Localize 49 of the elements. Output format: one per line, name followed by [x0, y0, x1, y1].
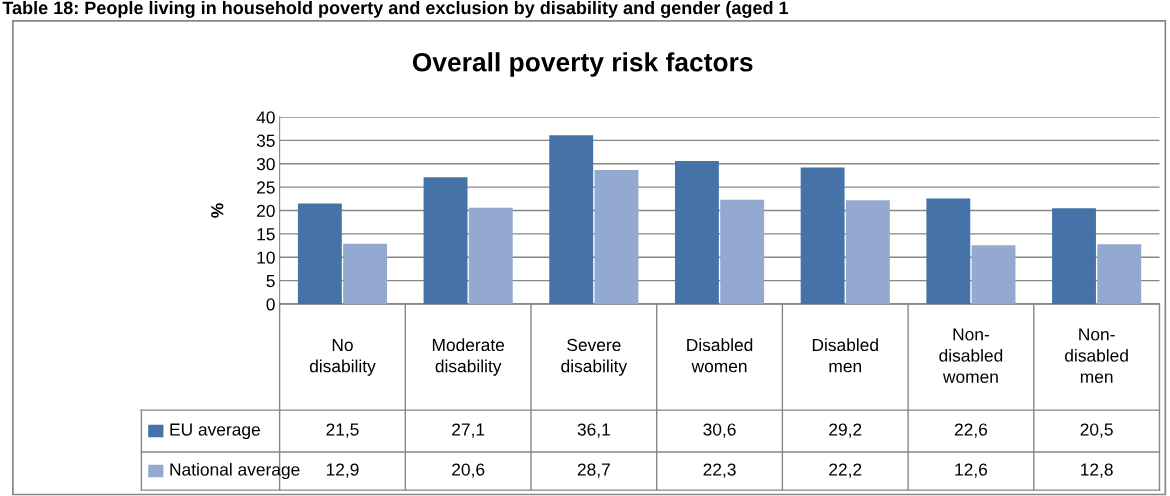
legend-label: National average	[170, 462, 300, 480]
y-tick-label: 30	[256, 157, 275, 171]
data-label: 20,5	[1080, 423, 1113, 438]
data-label: 28,7	[577, 463, 610, 478]
bar	[1052, 208, 1096, 305]
data-label: 12,9	[326, 463, 359, 478]
data-label: 22,2	[829, 463, 862, 478]
data-label: 12,6	[955, 463, 988, 478]
bar	[594, 169, 639, 305]
bar	[845, 200, 890, 305]
data-label: 22,3	[703, 463, 736, 478]
y-tick-label: 0	[266, 298, 275, 311]
legend-label: EU average	[170, 423, 260, 440]
y-tick-label: 5	[266, 275, 275, 288]
x-tick-label: Moderate disability	[432, 338, 505, 376]
bar	[674, 161, 719, 305]
x-tick-label: No disability	[309, 339, 376, 376]
bar	[800, 167, 845, 305]
bar	[423, 177, 468, 305]
data-label: 27,1	[452, 423, 485, 438]
bar	[549, 135, 594, 305]
y-tick-label: 35	[256, 134, 275, 147]
x-tick-label: Non- disabled men	[1065, 328, 1128, 383]
bar	[1097, 244, 1142, 305]
data-label: 12,8	[1081, 463, 1113, 478]
data-label: 29,2	[829, 423, 862, 438]
bar	[720, 199, 765, 305]
data-label: 22,6	[954, 423, 988, 438]
chart-title: Overall poverty risk factors	[412, 52, 753, 77]
bar	[468, 207, 513, 305]
y-tick-label: 15	[257, 228, 275, 241]
x-tick-label: Disabled women	[687, 338, 753, 373]
bar	[926, 198, 971, 305]
x-tick-label: Disabled men	[812, 338, 878, 373]
y-tick-label: 20	[257, 204, 275, 218]
x-tick-label: Non- disabled women	[939, 328, 1003, 383]
data-label: 20,6	[452, 463, 485, 478]
bar	[297, 203, 342, 305]
y-tick-label: 10	[257, 251, 275, 264]
y-tick-label: 25	[257, 181, 275, 194]
data-label: 36,1	[577, 423, 610, 438]
data-label: 30,6	[703, 423, 736, 438]
bar	[343, 243, 388, 305]
x-tick-label: Severe disability	[561, 338, 628, 376]
y-tick-label: 40	[256, 111, 275, 124]
caption: Table 18: People living in household poverty and exclusion by disability and gender (aged 1	[2, 0, 789, 18]
data-label: 21,5	[326, 423, 359, 438]
bar	[971, 245, 1016, 305]
y-axis-title: %	[211, 203, 224, 218]
